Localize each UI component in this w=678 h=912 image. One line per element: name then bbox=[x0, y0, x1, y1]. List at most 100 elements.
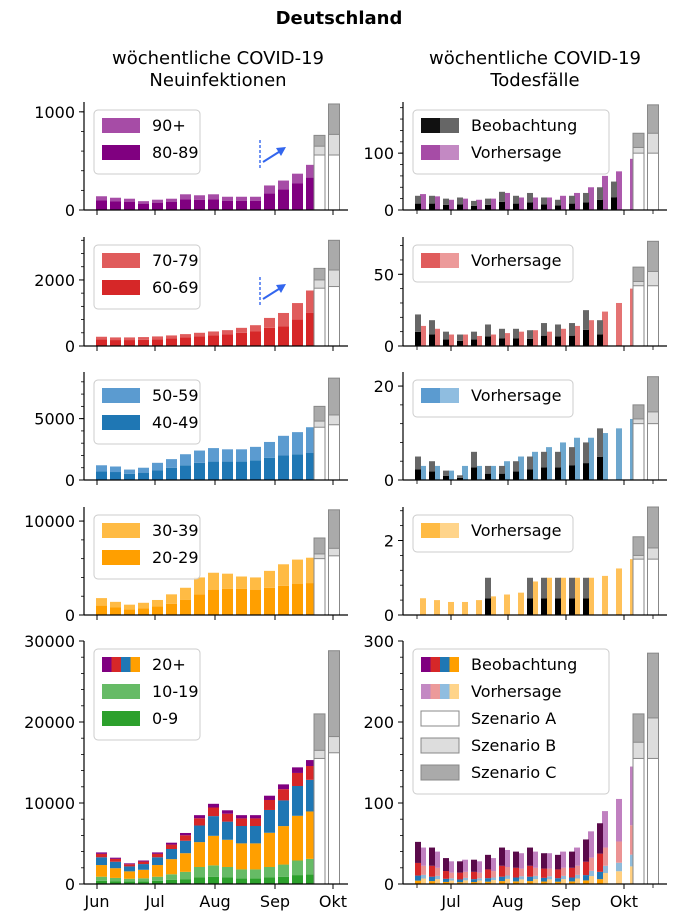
bar-0-9-11 bbox=[250, 878, 261, 884]
bar-10-19-9 bbox=[222, 866, 233, 878]
bar-60-69-6 bbox=[180, 337, 191, 346]
bar-20-29-9 bbox=[222, 588, 233, 615]
bar-observed-10 bbox=[555, 598, 561, 615]
legend-swatch bbox=[440, 523, 459, 538]
bar-20-29-6 bbox=[180, 599, 191, 615]
bar-80-89-9 bbox=[222, 200, 233, 210]
legend-box bbox=[412, 648, 610, 795]
bar-observed-6 bbox=[499, 201, 505, 210]
bar-observed-11 bbox=[569, 867, 575, 878]
legend-swatch bbox=[421, 253, 440, 268]
bar-forecast-10 bbox=[560, 328, 566, 346]
bar-0-9-13 bbox=[278, 876, 289, 884]
bar-observed-1 bbox=[429, 461, 435, 472]
bar-0-9-12 bbox=[264, 877, 275, 884]
bar-observed-8 bbox=[527, 876, 533, 882]
bar-observed-4 bbox=[471, 200, 477, 206]
bar-30-39-5 bbox=[166, 594, 177, 604]
bar-30-39-8 bbox=[208, 572, 219, 590]
bar-forecast-13 bbox=[602, 311, 608, 346]
bar-60-69-0 bbox=[96, 339, 107, 346]
bar-20-29-11 bbox=[250, 589, 261, 615]
legend-label: 0-9 bbox=[152, 709, 178, 728]
legend-swatch bbox=[102, 711, 140, 726]
bar-observed-4 bbox=[471, 859, 477, 872]
bar-observed-11 bbox=[569, 203, 575, 210]
legend-swatch bbox=[421, 684, 431, 699]
scenario-A-bar-1 bbox=[328, 555, 340, 616]
bar-observed-9 bbox=[541, 881, 547, 884]
bar-20+-5 bbox=[166, 859, 177, 875]
bar-10-19-4 bbox=[152, 876, 163, 881]
legend-label: 30-39 bbox=[152, 521, 199, 540]
bar-forecast-1 bbox=[434, 851, 440, 868]
x-tick-label: Okt bbox=[319, 892, 347, 911]
bar-20+-7 bbox=[194, 825, 205, 843]
bar-observed-11 bbox=[569, 465, 575, 480]
bar-20+-4 bbox=[152, 853, 163, 858]
bar-20+-9 bbox=[222, 810, 233, 814]
bar-observed-10 bbox=[555, 205, 561, 210]
bar-20+-0 bbox=[96, 852, 107, 854]
scenario-A-bar-0 bbox=[313, 558, 326, 616]
x-tick-label: Jul bbox=[144, 892, 164, 911]
bar-20+-15 bbox=[306, 779, 317, 812]
bar-60-69-5 bbox=[166, 338, 177, 346]
bar-20+-8 bbox=[208, 807, 219, 817]
bar-observed-6 bbox=[499, 876, 505, 882]
bar-forecast-13 bbox=[602, 575, 608, 615]
bar-forecast-8 bbox=[532, 867, 538, 876]
bar-20+-11 bbox=[250, 818, 261, 827]
bar-observed-6 bbox=[499, 338, 505, 346]
bar-observed-7 bbox=[513, 877, 519, 882]
bar-70-79-6 bbox=[180, 334, 191, 338]
bar-forecast-11 bbox=[574, 847, 580, 866]
bar-80-89-1 bbox=[110, 201, 121, 210]
y-tick-label: 0 bbox=[65, 606, 75, 625]
figure-title: Deutschland bbox=[275, 8, 403, 29]
bar-90+-11 bbox=[250, 196, 261, 201]
bar-observed-7 bbox=[513, 195, 519, 204]
bar-forecast-10 bbox=[560, 879, 566, 884]
legend-label: Vorhersage bbox=[471, 251, 562, 270]
bar-observed-10 bbox=[555, 577, 561, 599]
bar-10-19-7 bbox=[194, 866, 205, 878]
bar-70-79-2 bbox=[124, 337, 135, 341]
bar-observed-12 bbox=[583, 202, 589, 210]
bar-80-89-6 bbox=[180, 199, 191, 210]
bar-forecast-13 bbox=[602, 847, 608, 866]
bar-40-49-9 bbox=[222, 461, 233, 480]
bar-observed-1 bbox=[429, 876, 435, 882]
bar-observed-1 bbox=[429, 865, 435, 877]
bar-observed-6 bbox=[499, 465, 505, 474]
bar-observed-0 bbox=[415, 862, 421, 876]
legend-label: Szenario B bbox=[471, 736, 556, 755]
bar-50-59-5 bbox=[166, 459, 177, 468]
bar-0-9-8 bbox=[208, 876, 219, 884]
bar-observed-2 bbox=[443, 331, 449, 340]
bar-forecast-1 bbox=[434, 465, 440, 480]
bar-observed-9 bbox=[541, 467, 547, 480]
bar-observed-8 bbox=[527, 338, 533, 346]
y-tick-label: 300 bbox=[363, 632, 394, 651]
scenario-A-bar-0 bbox=[632, 558, 645, 616]
bar-20+-6 bbox=[180, 832, 191, 836]
panel-infections-40-59: 0 5000 50-59 40-49 bbox=[34, 372, 348, 490]
bar-50-59-15 bbox=[306, 427, 317, 453]
bar-observed-13 bbox=[597, 320, 603, 335]
bar-10-19-12 bbox=[264, 866, 275, 878]
bar-80-89-15 bbox=[306, 177, 317, 210]
bar-20+-1 bbox=[110, 868, 121, 878]
bar-forecast-5 bbox=[490, 334, 496, 346]
legend-label: Vorhersage bbox=[471, 521, 562, 540]
bar-forecast-8 bbox=[532, 451, 538, 480]
bar-forecast-0 bbox=[420, 878, 426, 884]
legend-label: 90+ bbox=[152, 116, 186, 135]
bar-0-9-0 bbox=[96, 880, 107, 884]
scenario-A-bar-0 bbox=[313, 154, 326, 211]
scenario-A-bar-0 bbox=[313, 287, 326, 347]
bar-40-49-1 bbox=[110, 472, 121, 480]
bar-20+-6 bbox=[180, 853, 191, 872]
bar-observed-6 bbox=[499, 473, 505, 480]
bar-observed-2 bbox=[443, 878, 449, 882]
